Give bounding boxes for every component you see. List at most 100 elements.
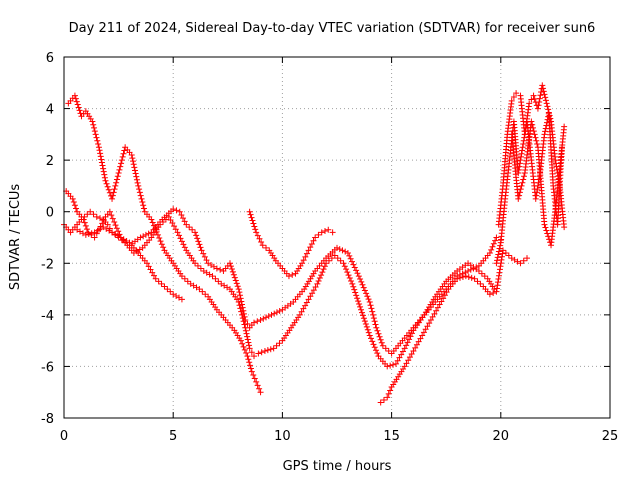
data-point	[145, 230, 152, 237]
data-point	[113, 225, 120, 232]
data-point	[360, 284, 367, 291]
y-tick-label: -4	[41, 309, 54, 324]
data-point	[377, 399, 384, 406]
data-point	[462, 269, 469, 276]
data-point	[72, 95, 79, 102]
data-point	[502, 249, 509, 256]
data-point	[135, 182, 142, 189]
data-point	[102, 177, 109, 184]
data-point	[495, 248, 502, 255]
data-point	[237, 305, 244, 312]
x-tick-label: 5	[169, 429, 177, 444]
data-point	[148, 216, 155, 223]
data-point	[176, 232, 183, 239]
data-point	[150, 272, 157, 279]
data-point	[300, 257, 307, 264]
data-point	[171, 223, 178, 230]
data-point	[167, 288, 174, 295]
data-point	[305, 296, 312, 303]
data-point	[518, 150, 525, 157]
data-point	[73, 98, 80, 105]
data-point	[170, 206, 177, 213]
data-point	[88, 230, 95, 237]
data-point	[80, 216, 87, 223]
data-point	[254, 382, 261, 389]
data-point	[405, 357, 412, 364]
data-point	[490, 240, 497, 247]
data-point	[499, 247, 506, 254]
data-point	[481, 273, 488, 280]
data-point	[236, 302, 243, 309]
y-tick-label: 6	[46, 51, 54, 66]
data-point	[254, 232, 261, 239]
x-tick-label: 15	[383, 429, 400, 444]
data-point	[534, 186, 541, 193]
data-point	[226, 260, 233, 267]
data-point	[384, 363, 391, 370]
data-point	[370, 315, 377, 322]
data-point	[300, 305, 307, 312]
data-point	[561, 123, 568, 130]
data-point	[115, 170, 122, 177]
data-point	[370, 341, 377, 348]
data-point	[545, 106, 552, 113]
data-point	[353, 292, 360, 299]
data-point	[180, 215, 187, 222]
data-point	[180, 241, 187, 248]
data-point	[543, 227, 550, 234]
data-point	[276, 340, 283, 347]
chart-title: Day 211 of 2024, Sidereal Day-to-day VTE…	[69, 21, 596, 36]
data-point	[154, 231, 161, 238]
data-point	[531, 95, 538, 102]
data-point	[160, 219, 167, 226]
data-point	[478, 270, 485, 277]
data-point	[164, 286, 171, 293]
data-point	[542, 94, 549, 101]
data-point	[196, 286, 203, 293]
data-point	[232, 277, 239, 284]
data-point	[329, 229, 336, 236]
data-point	[97, 153, 104, 160]
data-point	[363, 290, 370, 297]
data-point	[69, 195, 76, 202]
data-point	[244, 336, 251, 343]
data-point	[494, 282, 501, 289]
data-point	[486, 249, 493, 256]
data-point	[134, 179, 141, 186]
data-point	[243, 350, 250, 357]
data-point	[178, 296, 185, 303]
data-point	[519, 144, 526, 151]
data-point	[237, 292, 244, 299]
data-point	[408, 330, 415, 337]
data-point	[259, 242, 266, 249]
data-point	[513, 90, 520, 97]
x-tick-label: 25	[602, 429, 619, 444]
data-point	[533, 137, 540, 144]
data-point	[99, 220, 106, 227]
data-point	[384, 394, 391, 401]
data-point	[252, 226, 259, 233]
data-point	[314, 280, 321, 287]
data-point	[116, 166, 123, 173]
data-point	[162, 216, 169, 223]
data-point	[200, 250, 207, 257]
data-point	[536, 95, 543, 102]
data-point	[422, 326, 429, 333]
data-point	[74, 101, 81, 108]
data-point	[457, 274, 464, 281]
data-point	[356, 300, 363, 307]
data-point	[353, 267, 360, 274]
data-point	[261, 347, 268, 354]
data-point	[431, 310, 438, 317]
data-point	[109, 195, 116, 202]
data-point	[417, 335, 424, 342]
data-point	[101, 174, 108, 181]
data-point	[534, 141, 541, 148]
data-point	[434, 304, 441, 311]
data-point	[498, 253, 505, 260]
data-point	[433, 307, 440, 314]
data-point	[355, 273, 362, 280]
data-point	[367, 302, 374, 309]
data-point	[98, 159, 105, 166]
data-point	[100, 165, 107, 172]
